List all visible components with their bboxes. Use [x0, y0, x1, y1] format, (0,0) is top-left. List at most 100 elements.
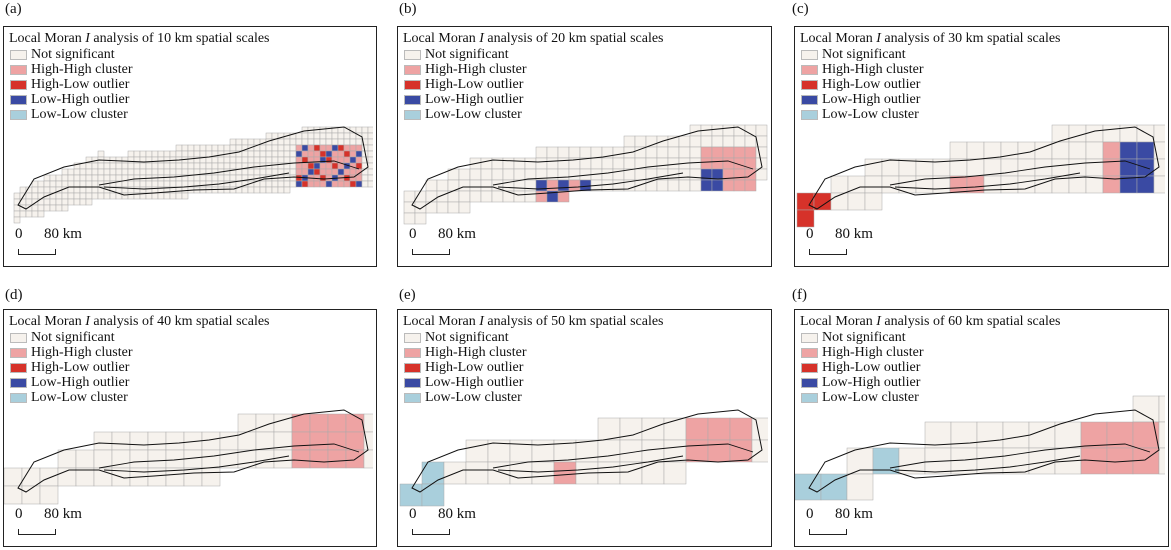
grid-cell [291, 449, 311, 469]
grid-cell [235, 180, 243, 188]
grid-cell [187, 156, 195, 164]
grid-cell [847, 192, 866, 211]
grid-cell [55, 198, 63, 206]
grid-cell [181, 180, 189, 188]
grid-cell [73, 186, 81, 194]
grid-cell [1068, 175, 1087, 194]
grid-cell [295, 174, 303, 182]
legend: Not significant High-High cluster High-Low… [801, 47, 923, 122]
grid-cell [590, 146, 603, 159]
grid-cell [223, 162, 231, 170]
grid-cell [289, 180, 297, 188]
map-title: Local Moran I analysis of 40 km spatial … [9, 314, 270, 329]
grid-cell [193, 162, 201, 170]
grid-cell [295, 156, 303, 164]
grid-cell [331, 144, 339, 152]
grid-cell [1017, 175, 1036, 194]
grid-cell [634, 135, 647, 148]
grid-cell [139, 150, 147, 158]
legend-swatch [404, 362, 421, 373]
grid-cell [229, 174, 237, 182]
grid-cell [127, 162, 135, 170]
grid-cell [139, 186, 147, 194]
grid-cell [367, 162, 373, 170]
grid-cell [61, 192, 69, 200]
grid-cell [355, 138, 363, 146]
legend-item: Low-Low cluster [801, 107, 923, 122]
grid-cell [147, 449, 167, 469]
study-region-map [403, 124, 768, 225]
legend-swatch [801, 49, 818, 60]
region-outline [808, 126, 1160, 210]
grid-cell [181, 186, 189, 194]
inner-boundary [894, 455, 1081, 473]
legend-swatch [10, 362, 27, 373]
grid-cell [151, 162, 159, 170]
grid-cell [217, 156, 225, 164]
grid-cell [325, 156, 333, 164]
grid-cell [79, 168, 87, 176]
grid-cell [283, 138, 291, 146]
map-panel-40km: Local Moran I analysis of 40 km spatial … [3, 309, 377, 547]
grid-cell [1136, 175, 1155, 194]
grid-cell [265, 132, 273, 140]
grid-cell [722, 146, 735, 159]
grid-cell [1002, 421, 1030, 449]
scale-bar: 0 80 km [12, 506, 102, 540]
map-title: Local Moran I analysis of 60 km spatial … [800, 314, 1061, 329]
grid-cell [201, 431, 221, 451]
grid-cell [79, 174, 87, 182]
grid-cell [169, 192, 177, 200]
grid-cell [121, 168, 129, 176]
legend-item: High-Low outlier [10, 77, 132, 92]
grid-cell [61, 198, 69, 206]
grid-cell [307, 168, 315, 176]
grid-cell [319, 138, 327, 146]
grid-cell [241, 138, 249, 146]
grid-cell [259, 186, 267, 194]
legend-label: Low-High outlier [31, 375, 130, 390]
grid-cell [289, 138, 297, 146]
grid-cell [247, 138, 255, 146]
map-panel-10km: Local Moran I analysis of 10 km spatial … [3, 26, 377, 267]
grid-cell [223, 144, 231, 152]
grid-cell [425, 179, 438, 192]
grid-cell [535, 146, 548, 159]
grid-cell [458, 179, 471, 192]
grid-cell [447, 201, 460, 214]
grid-cell [830, 175, 849, 194]
grid-cell [689, 168, 702, 181]
grid-cell [689, 135, 702, 148]
grid-cell [175, 180, 183, 188]
grid-cell [1017, 141, 1036, 160]
grid-cell [291, 431, 311, 451]
legend-swatch [10, 392, 27, 403]
grid-cell [223, 180, 231, 188]
grid-cell [367, 132, 373, 140]
grid-cell [199, 150, 207, 158]
legend-label: High-Low outlier [425, 360, 524, 375]
grid-cell [319, 168, 327, 176]
grid-cell [663, 461, 687, 485]
grid-cell [949, 175, 968, 194]
legend-swatch [801, 79, 818, 90]
grid-cell [265, 180, 273, 188]
grid-cell [201, 467, 221, 487]
grid-cell [175, 192, 183, 200]
grid-cell [678, 146, 691, 159]
region-outline [17, 126, 369, 210]
grid-cell [265, 150, 273, 158]
study-region-map [4, 409, 373, 505]
legend-label: Low-High outlier [822, 375, 921, 390]
scale-bar: 0 80 km [803, 226, 893, 260]
grid-cell [601, 157, 614, 170]
grid-cell [331, 138, 339, 146]
panel-label-c: (c) [792, 1, 809, 17]
grid-cell [283, 186, 291, 194]
grid-cell [983, 141, 1002, 160]
grid-cell [331, 168, 339, 176]
legend-item: Not significant [10, 47, 132, 62]
grid-cell [91, 180, 99, 188]
grid-cell [229, 156, 237, 164]
grid-cell [722, 157, 735, 170]
